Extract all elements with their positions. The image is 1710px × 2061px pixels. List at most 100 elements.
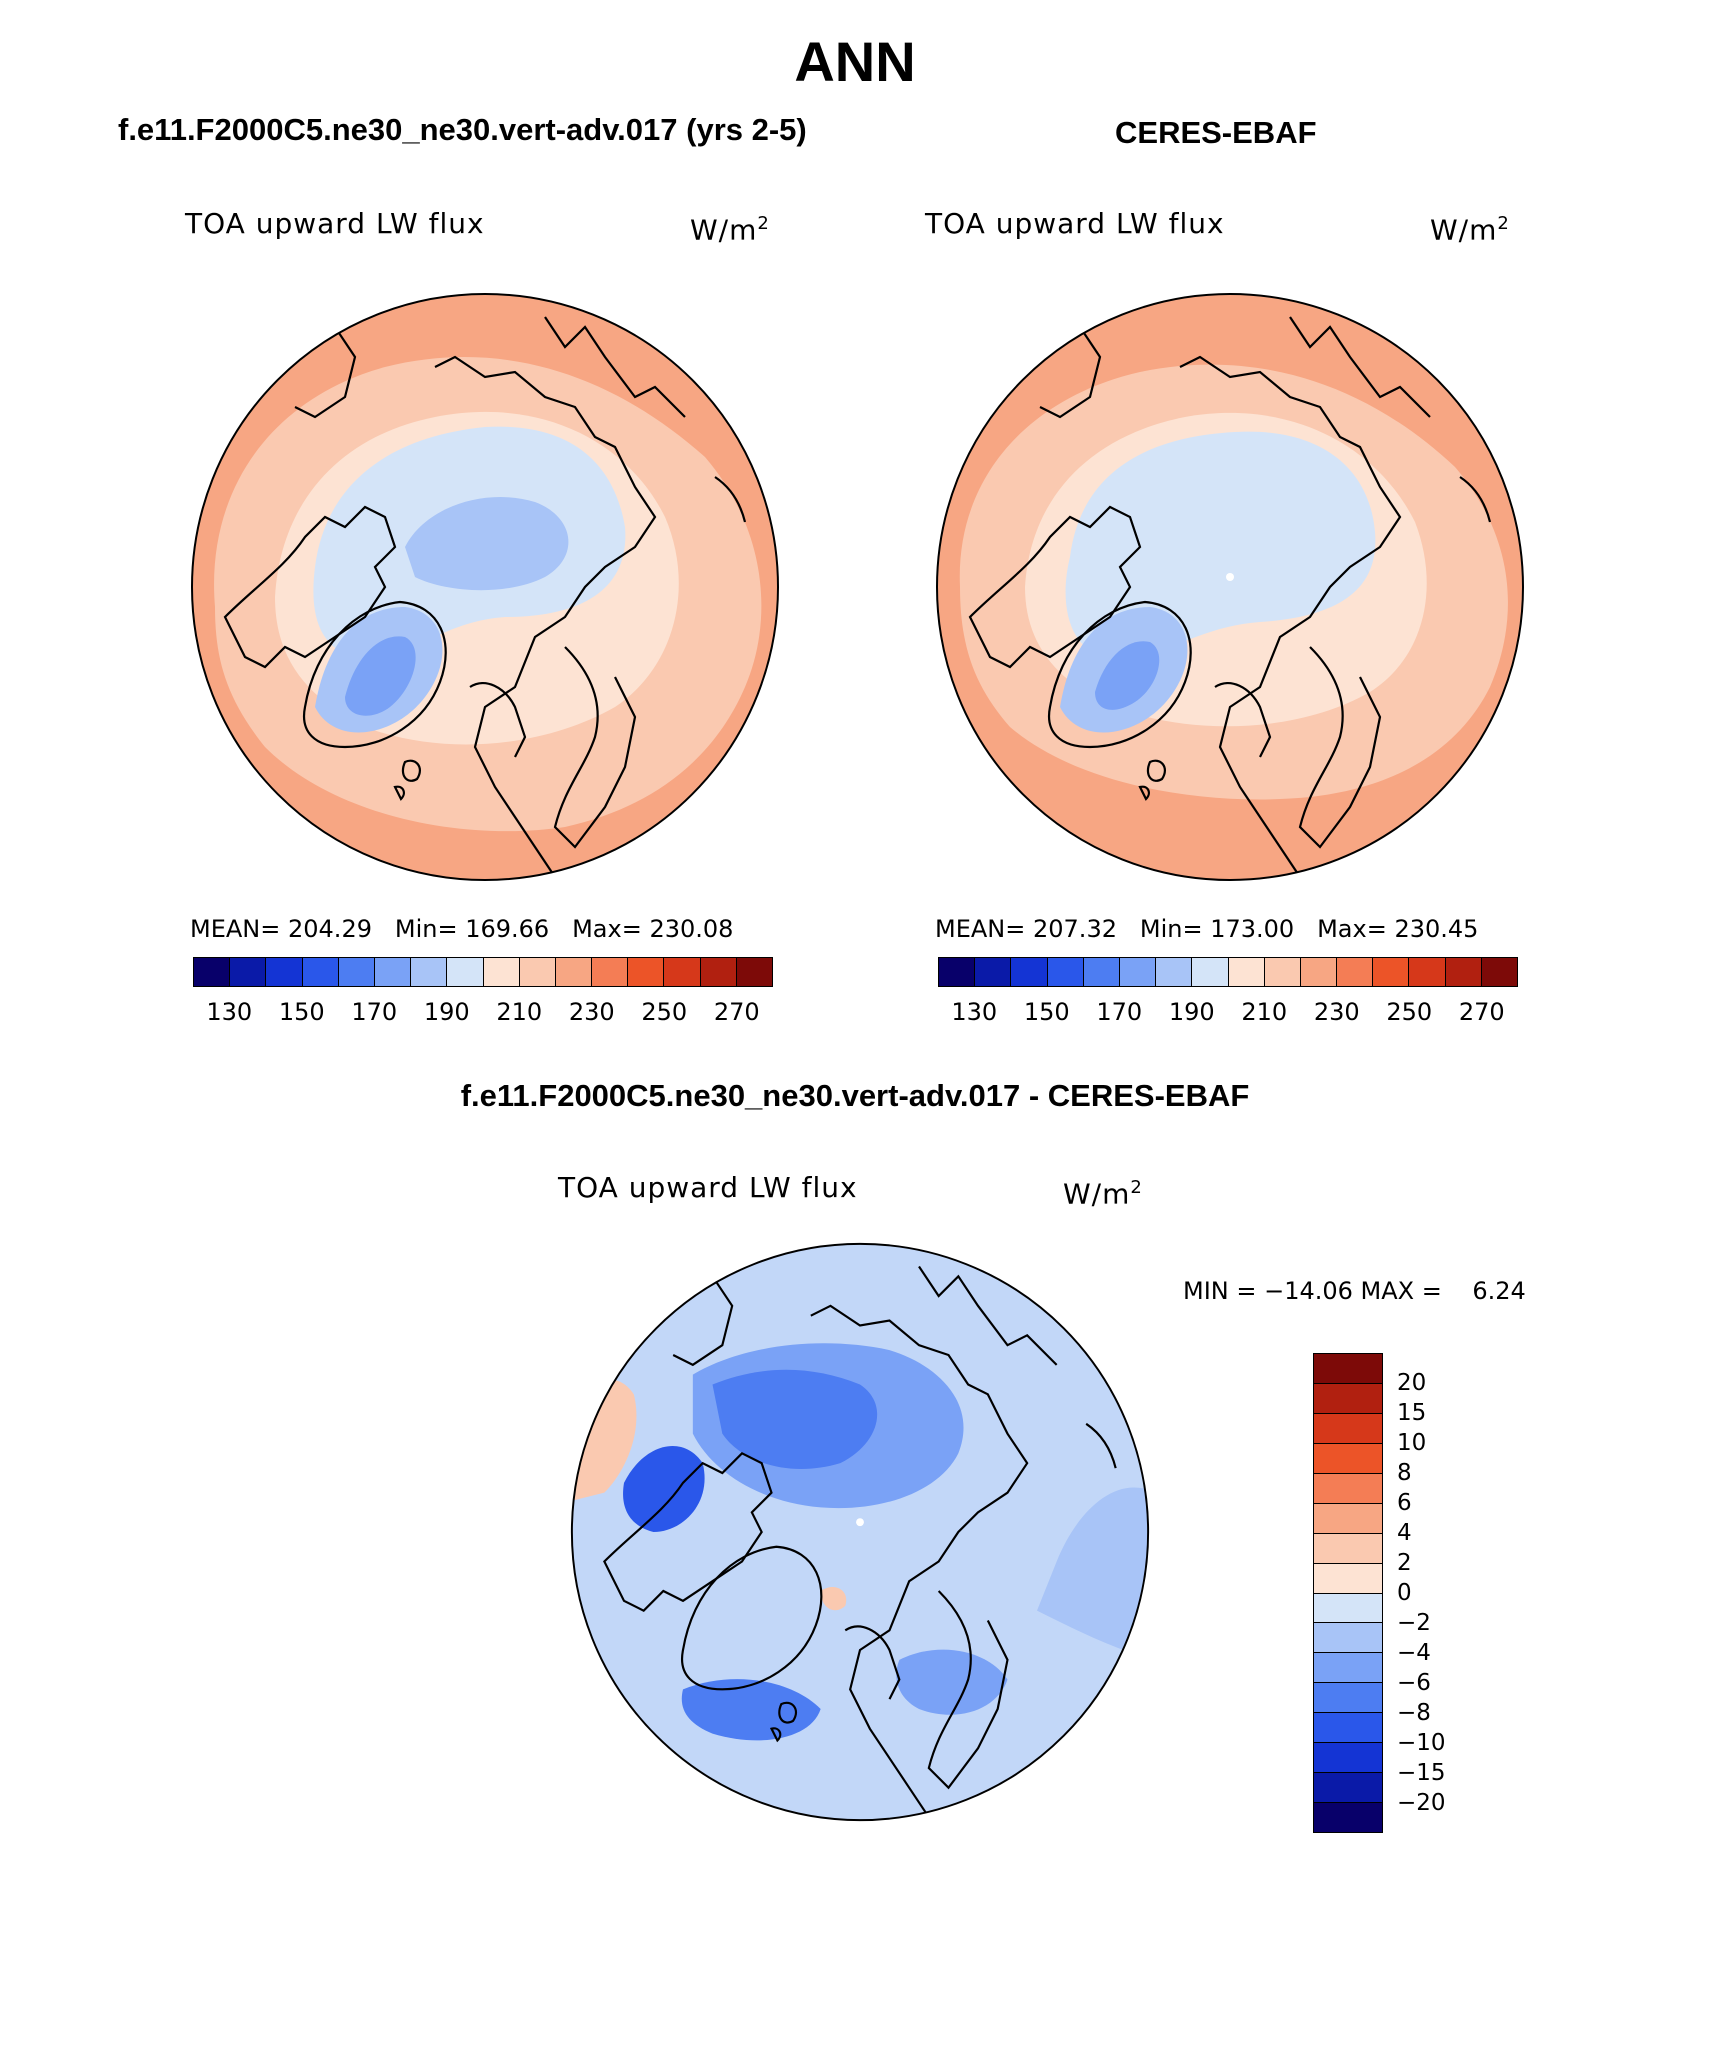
panel-2-colorbar-swatch-1 (975, 958, 1012, 986)
panel-1-colorbar-swatch-6 (411, 958, 448, 986)
coastline-north-america (223, 505, 397, 669)
panel-2-colorbar-tick-label: 190 (1168, 998, 1215, 1026)
panel-3-colorbar-swatch-13 (1314, 1743, 1382, 1774)
panel-1-colorbar-swatch-2 (266, 958, 303, 986)
panel-3-colorbar-swatch-12 (1314, 1713, 1382, 1744)
map-border (570, 1242, 1150, 1822)
panel-1-colorbar-swatch-7 (447, 958, 484, 986)
panel-3-colorbar-tick-label: −4 (1397, 1640, 1431, 1666)
panel-2-colorbar-swatch-9 (1264, 958, 1301, 986)
panel-3-colorbar-swatch-6 (1314, 1533, 1382, 1564)
panel-1-colorbar-tick-label: 190 (423, 998, 470, 1026)
panel-2-colorbar-swatch-12 (1373, 958, 1410, 986)
coastline-europe (553, 646, 637, 849)
panel-3-colorbar-tick-label: −6 (1397, 1670, 1431, 1696)
coastline-scandinavia (1214, 681, 1272, 758)
panel-3-colorbar-swatch-8 (1314, 1593, 1382, 1624)
panel-3-colorbar-tick-label: 6 (1397, 1490, 1412, 1516)
panel-2-colorbar-swatch-13 (1409, 958, 1446, 986)
panel-3-colorbar-tick-label: −8 (1397, 1700, 1431, 1726)
panel-2-stats: MEAN= 207.32 Min= 173.00 Max= 230.45 (935, 915, 1479, 943)
panel-3-units: W/m2 (1063, 1177, 1143, 1211)
flux-band-150-greenland (1095, 641, 1160, 710)
panel-3-colorbar (1313, 1353, 1383, 1833)
panel-3-colorbar-tick-label: 2 (1397, 1550, 1412, 1576)
panel-1-colorbar-swatch-1 (230, 958, 267, 986)
coastline-kamchatka (1085, 1422, 1117, 1469)
panel-2-colorbar-tick-label: 210 (1241, 998, 1288, 1026)
panel-1-colorbar-swatch-8 (483, 958, 520, 986)
panel-3-colorbar-swatch-0 (1314, 1354, 1382, 1384)
panel-1-colorbar-swatch-10 (555, 958, 593, 986)
panel-3-colorbar-tick-label: −2 (1397, 1610, 1431, 1636)
panel-1-polar-map (191, 293, 779, 881)
map-border (191, 293, 779, 881)
panel-2-subtitle: CERES-EBAF (1115, 115, 1317, 150)
panel-2-variable: TOA upward LW flux (925, 207, 1225, 240)
flux-band-150-greenland (345, 636, 416, 716)
panel-3-colorbar-swatch-11 (1314, 1683, 1382, 1714)
coastline-north-america (603, 1452, 773, 1612)
panel-2-colorbar-swatch-8 (1228, 958, 1265, 986)
diff-band-neg8-greenland-west (623, 1446, 705, 1532)
panel-2-colorbar-ticks: 130 150 170 190 210 230 250 270 (938, 998, 1518, 1028)
panel-3-colorbar-tick-label: −15 (1397, 1760, 1446, 1786)
panel-2-colorbar-tick-label: 270 (1458, 998, 1505, 1026)
panel-1-subtitle: f.e11.F2000C5.ne30_ne30.vert-adv.017 (yr… (118, 112, 807, 147)
panel-3-colorbar-swatch-2 (1314, 1413, 1382, 1444)
coastline-kamchatka (714, 476, 747, 523)
figure-title: ANN (794, 30, 916, 93)
panel-3-minmax: MIN = −14.06 MAX = 6.24 (1183, 1277, 1526, 1305)
panel-2-colorbar-swatch-11 (1337, 958, 1374, 986)
panel-1-colorbar-swatch-4 (338, 958, 375, 986)
diff-band-neg6-europe (681, 1679, 821, 1741)
coastline-british-isles (393, 759, 421, 801)
pole-missing-data (1226, 573, 1234, 581)
pole-missing-data (856, 1518, 864, 1527)
panel-2-colorbar-swatch-14 (1445, 958, 1482, 986)
coastline-british-isles (1138, 759, 1166, 801)
panel-2-colorbar-swatch-7 (1192, 958, 1229, 986)
panel-3-polar-map (570, 1242, 1150, 1822)
panel-1-colorbar-tick-label: 130 (206, 998, 253, 1026)
diff-band-neg6-siberia (896, 1649, 1008, 1715)
panel-3-colorbar-swatch-1 (1314, 1383, 1382, 1414)
panel-1-colorbar (193, 957, 773, 987)
panel-1-stats: MEAN= 204.29 Min= 169.66 Max= 230.08 (190, 915, 734, 943)
panel-3-colorbar-swatch-7 (1314, 1563, 1382, 1594)
panel-3-colorbar-swatch-4 (1314, 1473, 1382, 1504)
coastline-scandinavia (469, 681, 527, 758)
coastline-kamchatka (1459, 476, 1492, 523)
panel-3-colorbar-swatch-10 (1314, 1653, 1382, 1684)
panel-1-colorbar-swatch-14 (700, 958, 737, 986)
panel-1-colorbar-swatch-5 (374, 958, 412, 986)
panel-2-colorbar-swatch-0 (939, 958, 976, 986)
panel-2-colorbar (938, 957, 1518, 987)
coastline-east-asia (544, 316, 686, 418)
panel-1-colorbar-tick-label: 170 (351, 998, 398, 1026)
panel-1-units: W/m2 (690, 213, 770, 247)
coastline-east-asia (918, 1265, 1058, 1366)
panel-2-colorbar-tick-label: 250 (1386, 998, 1433, 1026)
panel-1-colorbar-swatch-13 (664, 958, 701, 986)
panel-2-colorbar-swatch-4 (1083, 958, 1120, 986)
panel-2-colorbar-swatch-10 (1300, 958, 1338, 986)
panel-1-colorbar-swatch-12 (628, 958, 665, 986)
panel-1-colorbar-swatch-0 (194, 958, 231, 986)
panel-2-colorbar-swatch-5 (1119, 958, 1157, 986)
panel-1-variable: TOA upward LW flux (185, 207, 485, 240)
panel-1-colorbar-ticks: 130 150 170 190 210 230 250 270 (193, 998, 773, 1028)
coastline-eurasia (810, 1304, 1029, 1818)
diff-band-neg6-arctic (712, 1369, 878, 1469)
coastline-europe (1298, 646, 1382, 849)
coastline-greenland (1047, 600, 1192, 749)
panel-3-colorbar-tick-label: 20 (1397, 1370, 1427, 1396)
panel-2-colorbar-swatch-6 (1156, 958, 1193, 986)
panel-1-colorbar-tick-label: 230 (568, 998, 615, 1026)
coastline-british-isles (769, 1701, 798, 1743)
panel-2-colorbar-swatch-3 (1047, 958, 1084, 986)
panel-1-colorbar-tick-label: 150 (278, 998, 325, 1026)
coastline-europe (927, 1590, 1009, 1790)
panel-2-colorbar-tick-label: 130 (951, 998, 998, 1026)
panel-2-colorbar-swatch-2 (1011, 958, 1048, 986)
